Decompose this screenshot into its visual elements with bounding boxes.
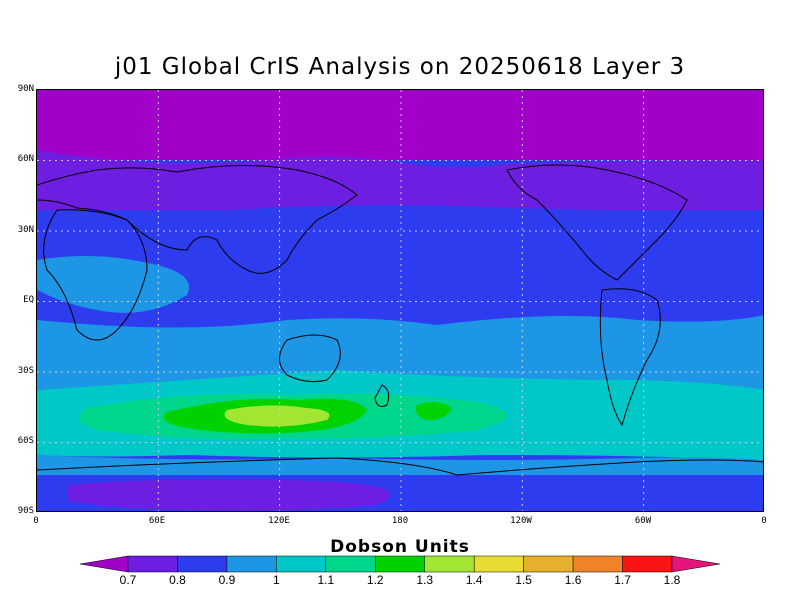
band-south-1.4 bbox=[224, 405, 330, 427]
band-south-1.0 bbox=[37, 315, 763, 397]
colorbar-segment bbox=[523, 555, 574, 573]
lat-tick-30n: 30N bbox=[17, 225, 34, 235]
colorbar-tick-label: 0.7 bbox=[119, 573, 137, 587]
colorbar-segment bbox=[127, 555, 178, 573]
colorbar-segment bbox=[226, 555, 277, 573]
colorbar-tick-label: 1.7 bbox=[614, 573, 631, 587]
south-america-coast bbox=[599, 288, 661, 427]
colorbar-segment bbox=[473, 555, 524, 573]
africa-coast bbox=[43, 209, 148, 341]
lon-tick-60e: 60E bbox=[148, 516, 166, 526]
lat-tick-60n: 60N bbox=[17, 154, 34, 164]
colorbar-tick-label: 0.8 bbox=[169, 573, 186, 587]
north-america-coast bbox=[506, 164, 688, 281]
colorbar-tick-label: 0.9 bbox=[218, 573, 236, 587]
colorbar-segment bbox=[325, 555, 376, 573]
ozone-contour-map bbox=[37, 90, 763, 511]
colorbar-tick-label: 1 bbox=[273, 573, 280, 587]
new-zealand-coast bbox=[374, 384, 390, 407]
colorbar-tick-label: 1.6 bbox=[564, 573, 582, 587]
band-arctic-0.7 bbox=[37, 90, 763, 160]
patch-antarctic-0.8 bbox=[67, 479, 391, 511]
lat-tick-eq: EQ bbox=[23, 295, 34, 305]
global-ozone-map bbox=[36, 89, 764, 512]
colorbar-segment-high bbox=[671, 555, 720, 573]
colorbar-tick-label: 1.1 bbox=[317, 573, 335, 587]
colorbar-segment bbox=[572, 555, 623, 573]
lat-tick-60s: 60S bbox=[17, 436, 34, 446]
colorbar-segment bbox=[622, 555, 673, 573]
antarctica-coast bbox=[37, 457, 763, 476]
colorbar-segment bbox=[177, 555, 228, 573]
lon-tick-0-right: 0 bbox=[761, 516, 767, 526]
graticule bbox=[37, 90, 763, 511]
lat-tick-90s: 90S bbox=[17, 506, 34, 516]
lat-tick-30s: 30S bbox=[17, 366, 34, 376]
colorbar-segment bbox=[276, 555, 327, 573]
lon-tick-60w: 60W bbox=[634, 516, 652, 526]
lat-tick-90n: 90N bbox=[17, 84, 34, 94]
patch-south-pacific-1.3 bbox=[415, 402, 452, 420]
lon-tick-120e: 120E bbox=[268, 516, 290, 526]
colorbar-tick-label: 1.4 bbox=[465, 573, 483, 587]
patch-africa-1.0 bbox=[37, 256, 189, 313]
colorbar-tick-label: 1.3 bbox=[416, 573, 434, 587]
colorbar-segment bbox=[375, 555, 425, 573]
colorbar-segments bbox=[80, 555, 720, 573]
colorbar-tick-label: 1.5 bbox=[515, 573, 532, 587]
colorbar-segment bbox=[424, 555, 475, 573]
lon-tick-120w: 120W bbox=[510, 516, 532, 526]
lon-tick-180: 180 bbox=[391, 516, 409, 526]
map-title: j01 Global CrIS Analysis on 20250618 Lay… bbox=[114, 54, 686, 80]
australia-coast bbox=[279, 334, 341, 383]
colorbar bbox=[80, 555, 720, 573]
colorbar-segment-low bbox=[80, 555, 129, 573]
coastlines bbox=[37, 164, 763, 476]
lon-tick-0-left: 0 bbox=[33, 516, 39, 526]
colorbar-tick-label: 1.2 bbox=[366, 573, 384, 587]
colorbar-title: Dobson Units bbox=[330, 537, 470, 557]
colorbar-tick-label: 1.8 bbox=[663, 573, 681, 587]
